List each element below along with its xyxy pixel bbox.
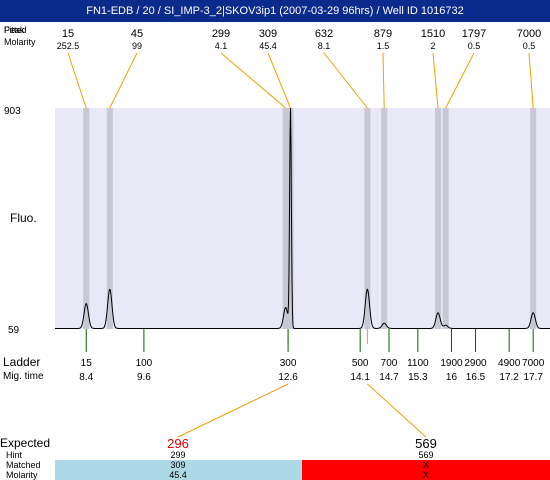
matched-molarity-value: 45.4 — [169, 470, 187, 480]
peak-band — [530, 108, 537, 329]
peak-connector — [432, 52, 439, 109]
y-tick-max: 903 — [4, 106, 21, 117]
hint-row-label: Hint — [6, 450, 23, 460]
peak-molarity-label: 0.5 — [468, 41, 481, 51]
matched-value: 309 — [170, 460, 185, 470]
expected-connector — [177, 383, 289, 438]
title-bar: FN1-EDB / 20 / SI_IMP-3_2|SKOV3ip1 (2007… — [0, 0, 550, 22]
ladder-mig-time-label: 14.1 — [350, 372, 370, 383]
ladder-size-label: 1100 — [407, 358, 429, 369]
peak-size-label: 7000 — [517, 28, 541, 40]
peak-size-label: 1510 — [421, 28, 445, 40]
ladder-size-label: 100 — [136, 358, 153, 369]
electropherogram-trace — [55, 107, 550, 329]
window-title: FN1-EDB / 20 / SI_IMP-3_2|SKOV3ip1 (2007… — [86, 5, 464, 17]
matched-cell — [302, 460, 550, 480]
fitted-row-label: Fitted — [4, 25, 27, 35]
ladder-mig-time-label: 12.6 — [278, 372, 298, 383]
ladder-mig-time-label: 8.4 — [79, 372, 93, 383]
peak-band — [435, 108, 442, 329]
expected-connector — [367, 383, 427, 438]
ladder-size-label: 7000 — [522, 358, 545, 369]
matched-molarity-value: X — [423, 470, 429, 480]
expected-size: 569 — [415, 436, 437, 451]
peak-molarity-label: 0.5 — [523, 41, 536, 51]
matched-value: X — [423, 460, 429, 470]
ladder-mig-time-label: 16 — [446, 372, 458, 383]
peak-connector — [267, 52, 291, 109]
peak-size-label: 632 — [315, 28, 333, 40]
ladder-size-label: 1900 — [440, 358, 463, 369]
peak-molarity-label: 4.1 — [215, 41, 228, 51]
matched-row-label: Matched — [6, 460, 41, 470]
peak-connector — [109, 52, 138, 109]
ladder-mig-time-label: 16.5 — [466, 372, 486, 383]
peak-molarity-label: 8.1 — [318, 41, 331, 51]
ladder-mig-time-label: 14.7 — [379, 372, 399, 383]
ladder-size-label: 15 — [81, 358, 93, 369]
peak-connector — [528, 52, 534, 109]
peak-connector — [382, 52, 385, 109]
peak-molarity-label: 45.4 — [259, 41, 277, 51]
ladder-mig-time-label: 17.7 — [523, 372, 543, 383]
mig-time-row-label: Mig. time — [3, 371, 44, 382]
ladder-size-label: 500 — [352, 358, 369, 369]
peak-band — [381, 108, 388, 329]
y-axis-label: Fluo. — [10, 211, 37, 225]
ladder-row-label: Ladder — [3, 355, 40, 369]
bottom-molarity-row-label: Molarity — [6, 470, 38, 480]
peak-row-label: Peak — [4, 25, 25, 35]
hint-value: 299 — [170, 450, 185, 460]
expected-size: 296 — [167, 436, 189, 451]
peak-band — [364, 108, 371, 329]
plot-area — [55, 108, 550, 329]
peak-connector — [323, 52, 368, 109]
peak-size-label: 309 — [259, 28, 277, 40]
matched-cell — [55, 460, 302, 480]
peak-size-label: 299 — [212, 28, 230, 40]
peak-band — [83, 108, 90, 329]
peak-size-label: 15 — [62, 28, 74, 40]
hint-value: 569 — [418, 450, 433, 460]
peak-connector — [67, 52, 87, 109]
ladder-mig-time-label: 15.3 — [408, 372, 428, 383]
peak-band — [287, 108, 294, 329]
peak-band — [106, 108, 113, 329]
expected-row-label: Expected — [0, 436, 50, 450]
peak-size-label: 879 — [374, 28, 392, 40]
molarity-row-label: Molarity — [4, 37, 36, 47]
ladder-size-label: 4900 — [498, 358, 521, 369]
ladder-size-label: 2900 — [464, 358, 487, 369]
peak-connector — [220, 52, 287, 109]
ladder-size-label: 300 — [280, 358, 297, 369]
ladder-mig-time-label: 9.6 — [137, 372, 151, 383]
peak-band — [282, 108, 289, 329]
peak-molarity-label: 252.5 — [57, 41, 80, 51]
peak-connector — [445, 52, 475, 109]
peak-band — [442, 108, 449, 329]
peak-molarity-label: 2 — [430, 41, 435, 51]
ladder-size-label: 700 — [381, 358, 398, 369]
peak-size-label: 1797 — [462, 28, 486, 40]
peak-molarity-label: 1.5 — [377, 41, 390, 51]
ladder-mig-time-label: 17.2 — [499, 372, 519, 383]
peak-molarity-label: 99 — [132, 41, 142, 51]
y-tick-min: 59 — [8, 325, 20, 336]
peak-size-label: 45 — [131, 28, 143, 40]
